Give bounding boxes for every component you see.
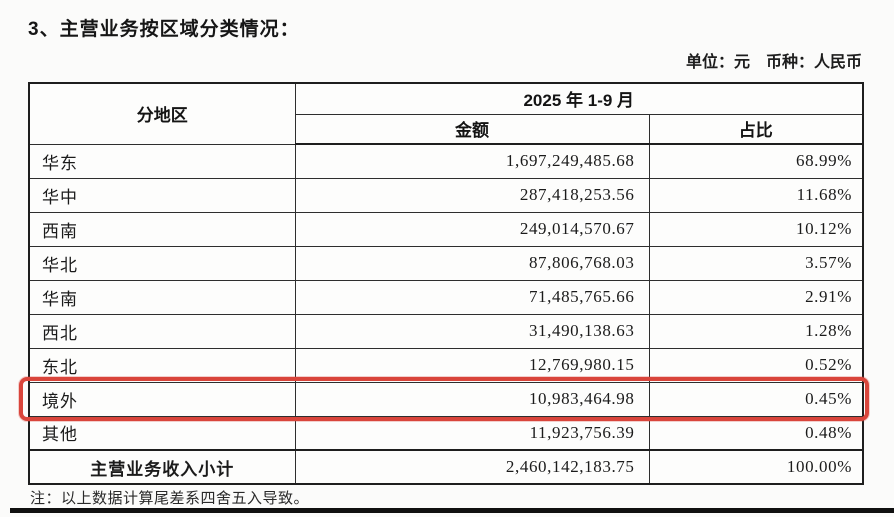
amount-cell: 87,806,768.03 [294,245,650,281]
ratio-cell: 3.57% [648,245,864,281]
ratio-cell: 68.99% [648,143,864,179]
table-row: 华中 287,418,253.56 11.68% [28,177,864,213]
table-row: 华北 87,806,768.03 3.57% [28,245,864,281]
ratio-cell: 0.52% [648,347,864,383]
table-header: 分地区 2025 年 1-9 月 金额 占比 [28,82,864,145]
bottom-black-bar [10,508,894,513]
amount-cell: 11,923,756.39 [294,415,650,451]
amount-cell: 71,485,765.66 [294,279,650,315]
footnote: 注：以上数据计算尾差系四舍五入导致。 [30,490,310,507]
amount-cell: 249,014,570.67 [294,211,650,247]
header-region: 分地区 [28,82,296,145]
total-label: 主营业务收入小计 [28,449,296,485]
table-body: 华东 1,697,249,485.68 68.99% 华中 287,418,253.56… [28,143,864,451]
region-cell: 华中 [28,177,296,213]
amount-cell: 10,983,464.98 [294,381,650,417]
section-title: 3、主营业务按区域分类情况： [28,19,300,40]
table-row: 华南 71,485,765.66 2.91% [28,279,864,315]
total-amount: 2,460,142,183.75 [294,449,650,485]
region-revenue-table-wrapper: 分地区 2025 年 1-9 月 金额 占比 华东 1,697,249,485.6… [19,82,869,485]
header-ratio: 占比 [648,113,864,145]
table-row: 其他 11,923,756.39 0.48% [28,415,864,451]
amount-cell: 287,418,253.56 [294,177,650,213]
ratio-cell: 2.91% [648,279,864,315]
region-cell: 西北 [28,313,296,349]
region-cell: 华北 [28,245,296,281]
amount-cell: 31,490,138.63 [294,313,650,349]
region-cell: 西南 [28,211,296,247]
ratio-cell: 1.28% [648,313,864,349]
header-period: 2025 年 1-9 月 [294,82,864,115]
table-row: 西南 249,014,570.67 10.12% [28,211,864,247]
table-row: 西北 31,490,138.63 1.28% [28,313,864,349]
header-row-period: 分地区 2025 年 1-9 月 [28,82,864,145]
header-amount: 金额 [294,113,650,145]
ratio-cell: 11.68% [648,177,864,213]
table-row: 东北 12,769,980.15 0.52% [28,347,864,383]
ratio-cell: 10.12% [648,211,864,247]
region-cell: 华南 [28,279,296,315]
ratio-cell: 0.48% [648,415,864,451]
table-row: 华东 1,697,249,485.68 68.99% [28,143,864,179]
region-cell: 其他 [28,415,296,451]
region-cell: 东北 [28,347,296,383]
region-cell: 境外 [28,381,296,417]
region-revenue-table: 分地区 2025 年 1-9 月 金额 占比 华东 1,697,249,485.6… [28,82,864,485]
header-row-metrics: 金额 占比 [29,113,864,145]
amount-cell: 1,697,249,485.68 [294,143,650,179]
total-ratio: 100.00% [648,449,864,485]
amount-cell: 12,769,980.15 [294,347,650,383]
table-footer: 主营业务收入小计 2,460,142,183.75 100.00% [28,449,864,485]
table-row: 境外 10,983,464.98 0.45% [28,381,864,417]
ratio-cell: 0.45% [648,381,864,417]
region-cell: 华东 [28,143,296,179]
unit-currency-label: 单位：元 币种：人民币 [685,54,862,71]
total-row: 主营业务收入小计 2,460,142,183.75 100.00% [28,449,864,485]
